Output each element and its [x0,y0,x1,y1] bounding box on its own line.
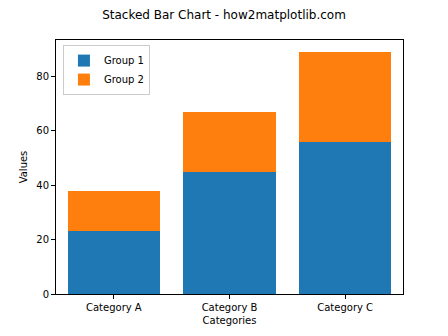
svg-text:Category A: Category A [86,302,142,313]
svg-text:Group 2: Group 2 [104,74,144,85]
svg-text:Stacked Bar Chart - how2matplo: Stacked Bar Chart - how2matplotlib.com [102,8,346,22]
svg-text:80: 80 [36,71,49,82]
svg-text:20: 20 [36,234,49,245]
svg-text:Values: Values [18,151,29,184]
svg-text:Group 1: Group 1 [104,55,144,66]
svg-text:40: 40 [36,180,49,191]
svg-text:0: 0 [43,289,49,300]
svg-text:Category B: Category B [202,302,258,313]
svg-text:Categories: Categories [203,315,257,326]
svg-text:Category C: Category C [317,302,373,313]
svg-text:60: 60 [36,125,49,136]
